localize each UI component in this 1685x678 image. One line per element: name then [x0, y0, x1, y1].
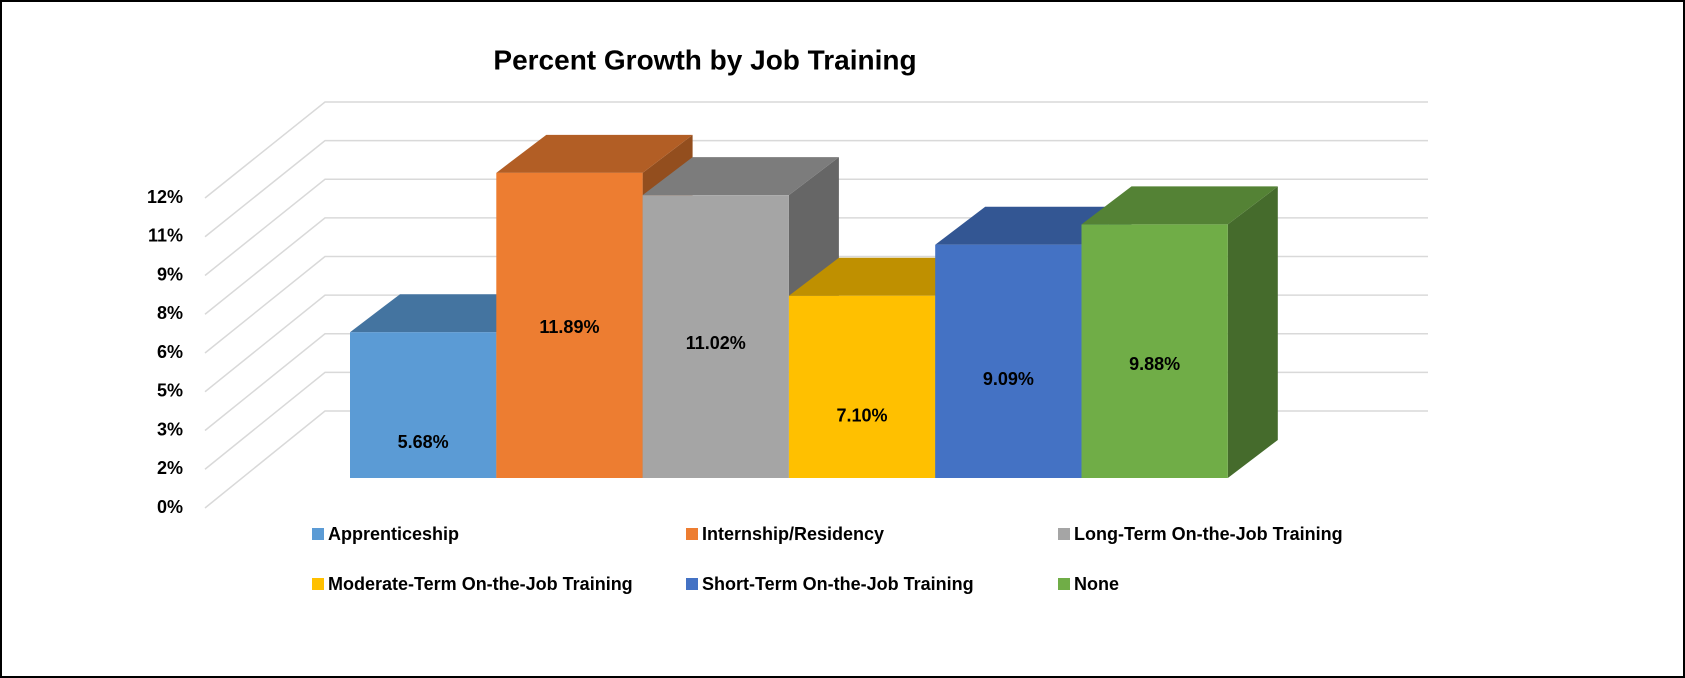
y-tick-label: 0%: [157, 497, 183, 517]
data-label: 9.88%: [1129, 354, 1180, 374]
data-label: 11.89%: [539, 317, 599, 337]
y-tick-label: 3%: [157, 419, 183, 439]
legend-label: Short-Term On-the-Job Training: [702, 574, 974, 594]
data-label: 7.10%: [837, 406, 888, 426]
grid-line: [204, 101, 1428, 199]
legend-swatch: [312, 528, 324, 540]
legend-swatch: [686, 578, 698, 590]
bar: [350, 332, 497, 478]
legend-label: Moderate-Term On-the-Job Training: [328, 574, 633, 594]
bar-side: [1227, 186, 1278, 478]
legend-label: None: [1074, 574, 1119, 594]
bar: [496, 172, 643, 478]
data-label: 9.09%: [983, 369, 1034, 389]
bar-top: [1081, 186, 1278, 225]
bar: [642, 195, 789, 479]
bar-top: [496, 134, 693, 173]
legend-label: Long-Term On-the-Job Training: [1074, 524, 1343, 544]
y-tick-label: 11%: [148, 226, 183, 246]
legend-label: Apprenticeship: [328, 524, 459, 544]
legend-swatch: [686, 528, 698, 540]
grid-line: [204, 139, 1428, 238]
y-tick-label: 9%: [157, 264, 183, 284]
y-tick-label: 6%: [157, 342, 183, 362]
bar: [935, 244, 1082, 478]
legend-swatch: [1058, 528, 1070, 540]
y-tick-label: 2%: [157, 458, 183, 478]
chart-title: Percent Growth by Job Training: [493, 44, 916, 75]
bar: [788, 295, 936, 478]
bar: [1081, 224, 1228, 478]
y-tick-label: 8%: [157, 303, 183, 323]
grid-line: [204, 178, 1428, 277]
data-label: 5.68%: [398, 432, 449, 452]
legend-label: Internship/Residency: [702, 524, 884, 544]
data-label: 11.02%: [686, 333, 746, 353]
bar-top: [642, 157, 839, 196]
legend-swatch: [1058, 578, 1070, 590]
y-tick-label: 12%: [147, 187, 183, 207]
y-tick-label: 5%: [157, 381, 183, 401]
legend-swatch: [312, 578, 324, 590]
